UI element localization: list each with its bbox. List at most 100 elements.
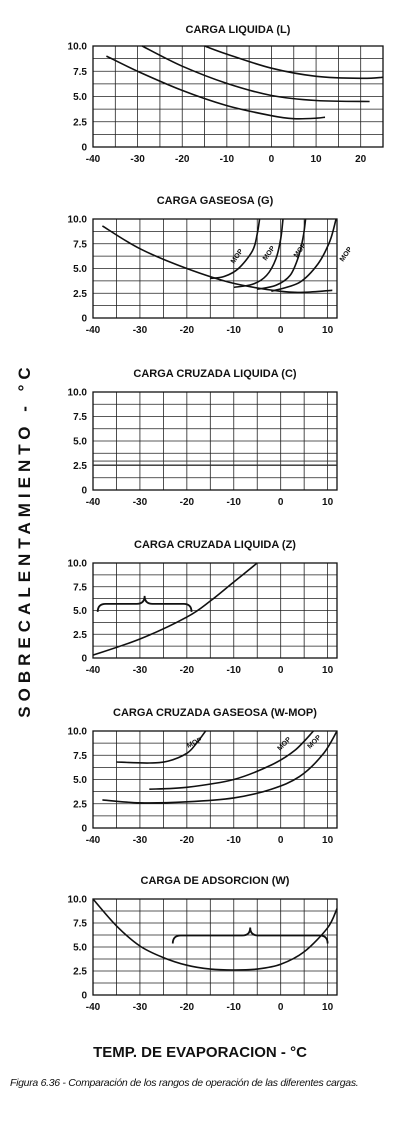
x-tick-label: -40 <box>86 325 101 336</box>
y-tick-label: 5.0 <box>73 775 87 786</box>
y-tick-label: 7.5 <box>73 919 87 930</box>
x-tick-label: -20 <box>180 1002 195 1013</box>
x-tick-label: 0 <box>278 325 284 336</box>
x-tick-label: -10 <box>227 665 242 676</box>
series-line <box>92 898 338 971</box>
y-tick-label: 0 <box>81 654 87 665</box>
y-tick-label: 5.0 <box>73 264 87 275</box>
y-tick-label: 5.0 <box>73 437 87 448</box>
x-axis-label: TEMP. DE EVAPORACION - °C <box>93 1044 307 1061</box>
plot-frame <box>92 218 338 319</box>
chart-panel: CARGA CRUZADA LIQUIDA (C) -40 -30 -20 -10 0 10… <box>68 368 338 508</box>
x-tick-label: -30 <box>133 325 148 336</box>
x-tick-label: 20 <box>355 154 367 165</box>
y-tick-label: 7.5 <box>73 751 87 762</box>
x-tick-label: -20 <box>180 665 195 676</box>
chart-title: CARGA CRUZADA LIQUIDA (C) <box>133 368 296 380</box>
x-tick-label: 10 <box>322 497 334 508</box>
range-brace <box>171 927 329 944</box>
chart-title: CARGA DE ADSORCION (W) <box>141 875 290 887</box>
chart-panel: CARGA LIQUIDA (L) -40 -30 -20 -10 0 10 20 0 2.5 5.… <box>68 24 384 165</box>
x-tick-label: -10 <box>227 1002 242 1013</box>
plot-frame <box>92 898 338 996</box>
y-tick-label: 10.0 <box>68 895 88 906</box>
x-tick-label: 10 <box>311 154 323 165</box>
x-tick-label: 0 <box>278 497 284 508</box>
mop-label: MOP <box>339 246 354 263</box>
series-line <box>106 55 326 120</box>
chart-title: CARGA CRUZADA LIQUIDA (Z) <box>134 539 296 551</box>
y-tick-label: 2.5 <box>73 799 87 810</box>
y-tick-label: 2.5 <box>73 117 87 128</box>
chart-panel: CARGA DE ADSORCION (W) -40 -30 -20 -10 0 10 0 2.… <box>68 875 338 1013</box>
x-tick-label: 0 <box>278 665 284 676</box>
x-tick-label: 10 <box>322 835 334 846</box>
x-tick-label: -20 <box>180 325 195 336</box>
y-tick-label: 5.0 <box>73 92 87 103</box>
series-line <box>101 225 333 294</box>
chart-panel: CARGA CRUZADA GASEOSA (W-MOP) -40 -30 -20 -1… <box>68 707 338 846</box>
x-tick-label: 0 <box>278 835 284 846</box>
series-line <box>233 218 284 289</box>
series-line <box>141 45 370 103</box>
series-line <box>271 218 337 293</box>
y-tick-label: 10.0 <box>68 42 88 53</box>
y-tick-label: 2.5 <box>73 289 87 300</box>
y-tick-label: 0 <box>81 143 87 154</box>
y-tick-label: 0 <box>81 824 87 835</box>
series-line <box>204 45 384 80</box>
series-line <box>102 730 338 804</box>
chart-panel: CARGA CRUZADA LIQUIDA (Z) -40 -30 -20 -10 0 10… <box>68 539 338 676</box>
y-tick-label: 10.0 <box>68 727 88 738</box>
range-brace <box>96 595 193 612</box>
x-tick-label: -20 <box>175 154 190 165</box>
x-tick-label: -40 <box>86 1002 101 1013</box>
y-tick-label: 7.5 <box>73 67 87 78</box>
x-tick-label: 10 <box>322 665 334 676</box>
x-tick-label: -30 <box>133 835 148 846</box>
mop-label: MOP <box>276 736 292 752</box>
x-tick-label: -30 <box>133 497 148 508</box>
series-line <box>92 562 258 656</box>
x-tick-label: 10 <box>322 1002 334 1013</box>
plot-frame <box>92 562 338 659</box>
chart-panels: CARGA LIQUIDA (L) -40 -30 -20 -10 0 10 20 0 2.5 5.… <box>68 24 384 1013</box>
series-line <box>257 218 307 291</box>
figure-caption: Figura 6.36 - Comparación de los rangos … <box>10 1077 359 1089</box>
plot-frame <box>92 391 338 491</box>
x-tick-label: -30 <box>133 665 148 676</box>
y-tick-label: 7.5 <box>73 412 87 423</box>
x-tick-label: -40 <box>86 835 101 846</box>
x-tick-label: -40 <box>86 665 101 676</box>
plot-frame <box>92 730 338 829</box>
chart-title: CARGA CRUZADA GASEOSA (W-MOP) <box>113 707 317 719</box>
chart-title: CARGA GASEOSA (G) <box>157 195 274 207</box>
y-tick-label: 10.0 <box>68 559 88 570</box>
x-tick-label: -40 <box>86 154 101 165</box>
y-tick-label: 5.0 <box>73 943 87 954</box>
x-tick-label: -30 <box>133 1002 148 1013</box>
y-tick-label: 2.5 <box>73 967 87 978</box>
x-tick-label: -10 <box>220 154 235 165</box>
x-tick-label: 10 <box>322 325 334 336</box>
y-tick-label: 7.5 <box>73 582 87 593</box>
y-tick-label: 7.5 <box>73 239 87 250</box>
y-tick-label: 0 <box>81 486 87 497</box>
series-line <box>210 218 261 280</box>
chart-title: CARGA LIQUIDA (L) <box>186 24 291 36</box>
series-line <box>116 730 207 764</box>
y-tick-label: 10.0 <box>68 215 88 226</box>
series-line <box>149 730 315 790</box>
mop-label: MOP <box>293 242 308 259</box>
plot-frame <box>92 45 384 148</box>
x-tick-label: -10 <box>227 497 242 508</box>
y-tick-label: 5.0 <box>73 606 87 617</box>
y-tick-label: 0 <box>81 991 87 1002</box>
mop-label: MOP <box>186 737 204 750</box>
x-tick-label: 0 <box>278 1002 284 1013</box>
y-tick-label: 10.0 <box>68 388 88 399</box>
x-tick-label: 0 <box>269 154 275 165</box>
x-tick-label: -10 <box>227 835 242 846</box>
x-tick-label: -10 <box>227 325 242 336</box>
